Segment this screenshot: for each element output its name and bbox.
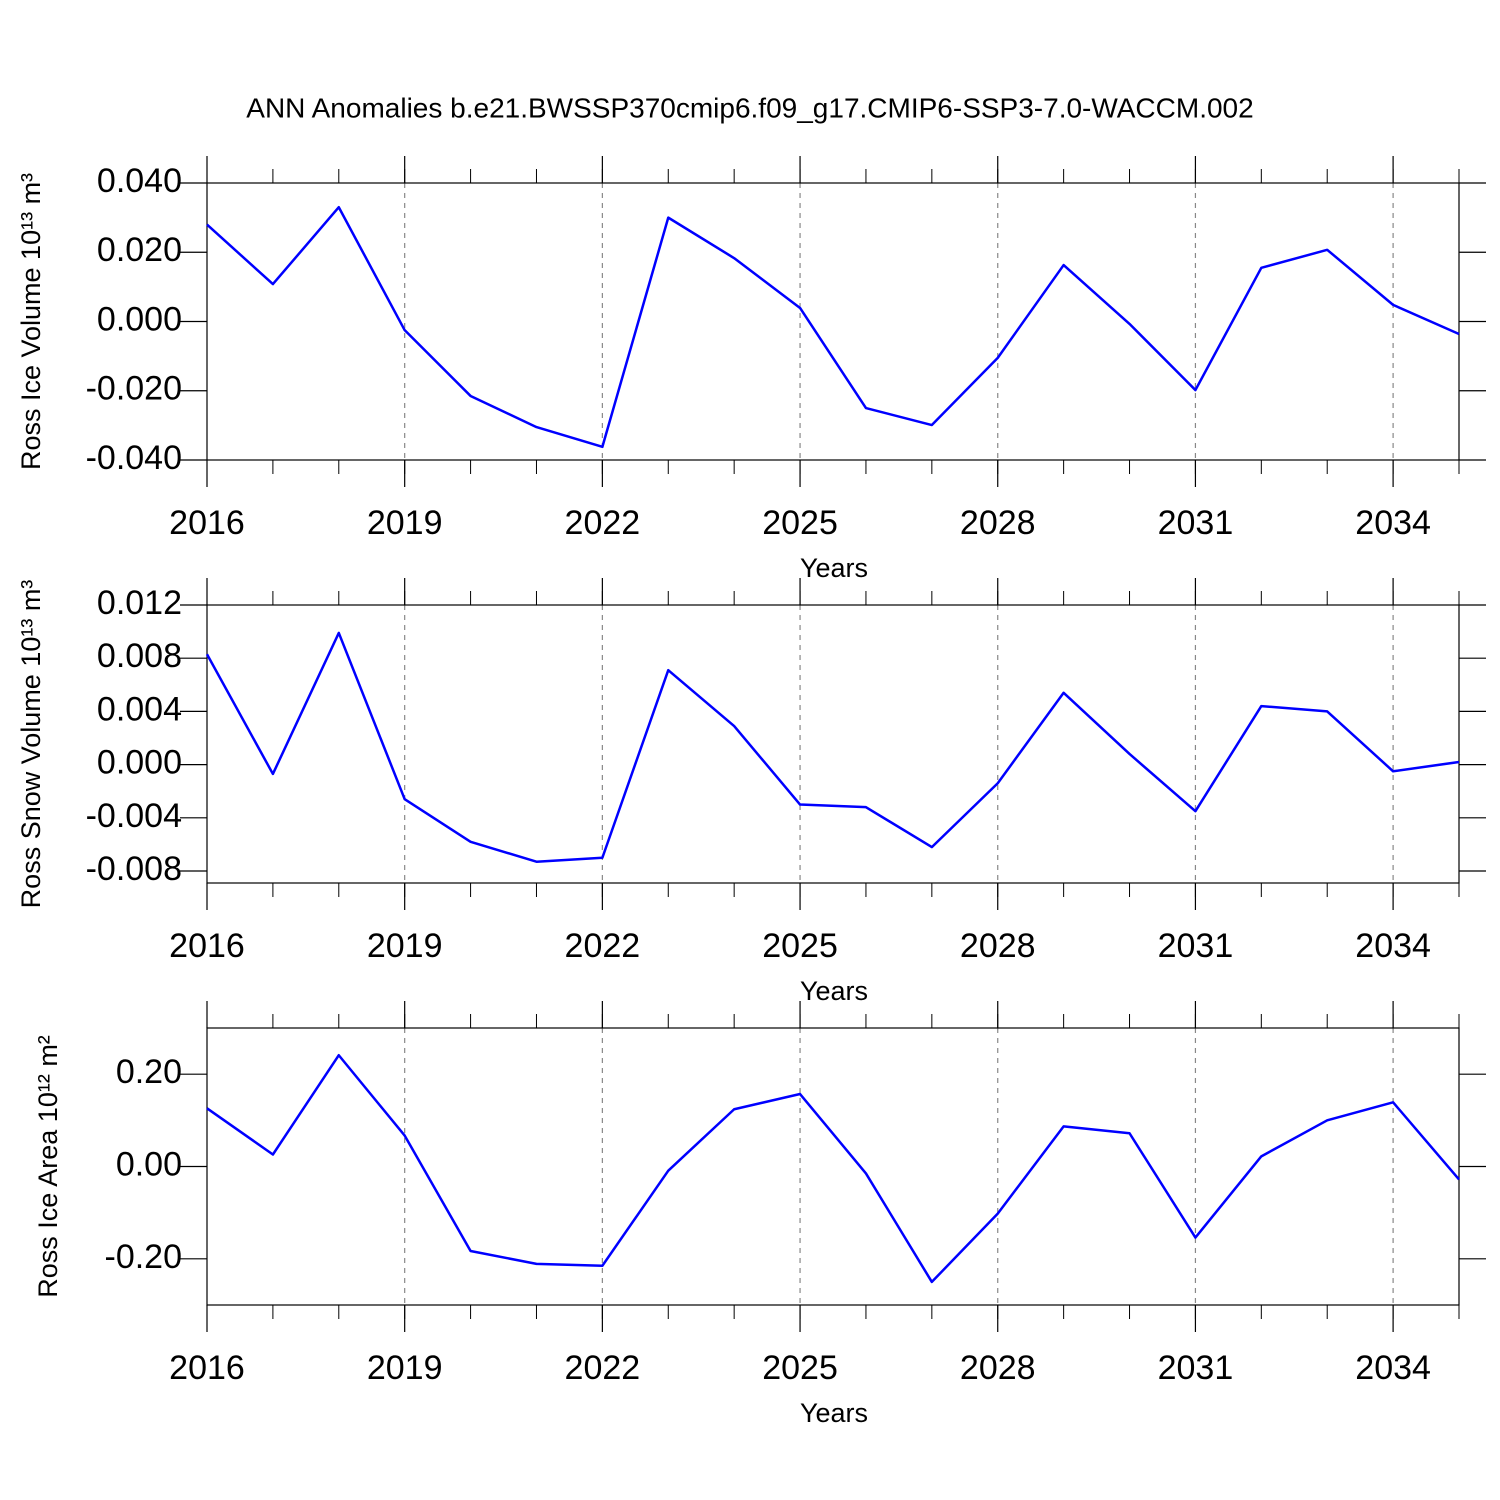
x-axis-label: Years (800, 976, 868, 1006)
x-tick-label: 2034 (1355, 927, 1431, 965)
y-tick-label: 0.000 (97, 744, 182, 782)
y-tick-label: 0.040 (97, 162, 182, 200)
plot-frame (206, 604, 1460, 884)
y-axis-label: Ross Snow Volume 10¹³ m³ (16, 580, 46, 909)
y-tick-label: 0.00 (116, 1145, 182, 1183)
y-tick-label: -0.040 (86, 439, 182, 477)
x-tick-label: 2019 (367, 1349, 443, 1387)
data-line (206, 205, 1460, 449)
y-axis-label: Ross Ice Area 10¹² m² (33, 1035, 63, 1298)
y-tick-label: -0.020 (86, 370, 182, 408)
y-tick-label: 0.008 (97, 637, 182, 675)
y-tick-label: 0.20 (116, 1053, 182, 1091)
y-tick-label: 0.012 (97, 584, 182, 622)
x-tick-label: 2031 (1158, 927, 1234, 965)
y-tick-label: 0.020 (97, 231, 182, 269)
x-tick-label: 2016 (169, 1349, 245, 1387)
plot-frame (206, 1027, 1460, 1306)
x-tick-label: 2025 (762, 927, 838, 965)
y-axis-label: Ross Ice Volume 10¹³ m³ (16, 173, 46, 470)
x-tick-label: 2025 (762, 1349, 838, 1387)
x-tick-label: 2022 (565, 927, 641, 965)
y-tick-label: -0.008 (86, 850, 182, 888)
x-tick-label: 2028 (960, 927, 1036, 965)
x-axis-label: Years (800, 1398, 868, 1428)
x-tick-label: 2019 (367, 504, 443, 542)
plot-frame (206, 182, 1460, 461)
x-tick-label: 2031 (1158, 504, 1234, 542)
x-tick-label: 2034 (1355, 504, 1431, 542)
x-tick-label: 2016 (169, 927, 245, 965)
x-tick-label: 2022 (565, 1349, 641, 1387)
x-axis-label: Years (800, 553, 868, 583)
data-line (205, 631, 1460, 863)
figure-title: ANN Anomalies b.e21.BWSSP370cmip6.f09_g1… (246, 92, 1253, 123)
y-tick-label: -0.20 (105, 1238, 183, 1276)
y-tick-label: 0.004 (97, 690, 182, 728)
x-tick-label: 2034 (1355, 1349, 1431, 1387)
x-tick-label: 2016 (169, 504, 245, 542)
y-tick-label: 0.000 (97, 300, 182, 338)
x-tick-label: 2028 (960, 1349, 1036, 1387)
x-tick-label: 2031 (1158, 1349, 1234, 1387)
y-tick-label: -0.004 (86, 797, 182, 835)
x-tick-label: 2022 (565, 504, 641, 542)
x-tick-label: 2019 (367, 927, 443, 965)
data-line (206, 1053, 1460, 1284)
x-tick-label: 2025 (762, 504, 838, 542)
x-tick-label: 2028 (960, 504, 1036, 542)
